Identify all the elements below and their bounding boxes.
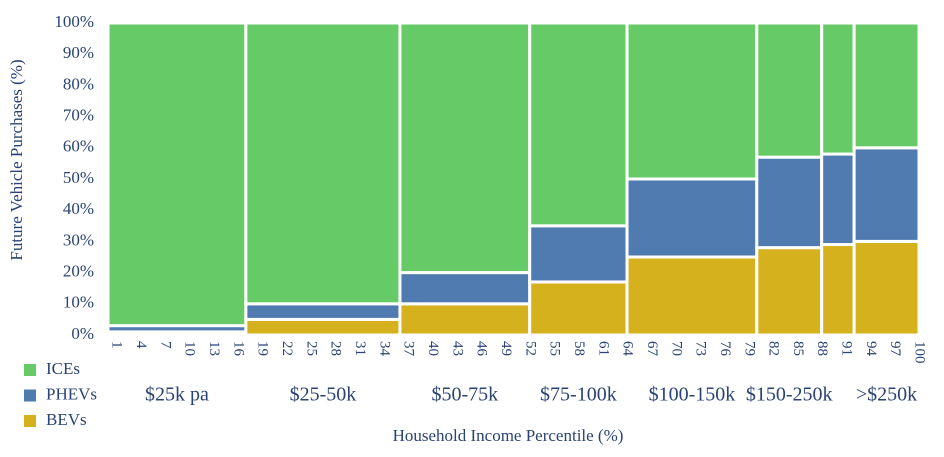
x-tick-label: 85 [790, 341, 806, 356]
segment [244, 21, 402, 306]
x-tick-label: 10 [182, 341, 198, 356]
segment [398, 302, 532, 337]
x-tick-label: 100 [912, 341, 928, 364]
x-tick-label: 64 [620, 341, 636, 357]
segment [852, 146, 921, 243]
x-tick-label: 4 [133, 341, 149, 349]
x-tick-label: 97 [887, 341, 903, 357]
segment [820, 21, 856, 156]
segment [852, 239, 921, 337]
x-tick-label: 88 [814, 341, 830, 356]
x-tick-label: 7 [157, 341, 173, 349]
x-tick-label: 19 [255, 341, 271, 356]
x-axis-label: Household Income Percentile (%) [393, 426, 624, 445]
segment [755, 246, 824, 337]
x-tick-label: 67 [644, 341, 660, 357]
x-tick-label: 58 [571, 341, 587, 356]
x-tick-label: 25 [303, 341, 319, 356]
y-tick-label: 10% [63, 293, 94, 312]
x-tick-label: 79 [741, 341, 757, 356]
segment [625, 255, 759, 337]
x-tick-label: 49 [498, 341, 514, 356]
legend-label: ICEs [46, 359, 80, 378]
y-tick-label: 80% [63, 74, 94, 93]
legend-swatch [24, 389, 36, 402]
group-label: $100-150k [649, 384, 736, 406]
y-tick-label: 0% [71, 324, 94, 343]
segment [398, 271, 532, 306]
x-tick-label: 52 [522, 341, 538, 356]
group-label: $25-50k [290, 384, 357, 406]
x-tick-label: 61 [595, 341, 611, 356]
legend-label: PHEVs [46, 384, 97, 403]
x-tick-label: 73 [693, 341, 709, 356]
x-tick-label: 43 [449, 341, 465, 356]
y-axis-label: Future Vehicle Purchases (%) [7, 59, 26, 260]
segment [244, 317, 402, 337]
y-tick-label: 70% [63, 106, 94, 125]
x-tick-label: 82 [766, 341, 782, 356]
x-tick-label: 76 [717, 341, 733, 357]
x-tick-label: 70 [668, 341, 684, 356]
segment [244, 302, 402, 321]
segment [755, 21, 824, 159]
group-label: >$250k [856, 384, 917, 406]
x-tick-label: 34 [376, 341, 392, 357]
group-label: $75-100k [540, 384, 617, 406]
x-tick-label: 13 [206, 341, 222, 356]
x-tick-label: 37 [401, 341, 417, 357]
segment [755, 155, 824, 250]
x-tick-label: 16 [230, 341, 246, 357]
y-tick-label: 100% [54, 12, 94, 31]
y-tick-label: 60% [63, 137, 94, 156]
legend-label: BEVs [46, 410, 87, 429]
y-tick-label: 90% [63, 43, 94, 62]
segment [852, 21, 921, 150]
segment [398, 21, 532, 275]
segment [528, 21, 629, 228]
y-tick-label: 30% [63, 230, 94, 249]
y-tick-label: 50% [63, 168, 94, 187]
x-tick-label: 94 [863, 341, 879, 357]
group-label: $150-250k [746, 384, 833, 406]
x-tick-label: 91 [839, 341, 855, 356]
segment [625, 21, 759, 181]
segment [528, 280, 629, 337]
x-tick-label: 31 [352, 341, 368, 356]
segment [528, 224, 629, 284]
segment [106, 21, 248, 328]
legend-swatch [24, 415, 36, 427]
x-tick-label: 1 [109, 341, 125, 349]
legend-swatch [24, 364, 36, 376]
segment [625, 177, 759, 259]
y-tick-label: 40% [63, 199, 94, 218]
x-tick-label: 46 [474, 341, 490, 357]
segment [820, 243, 856, 337]
x-tick-label: 22 [279, 341, 295, 356]
segment [820, 152, 856, 247]
x-tick-label: 40 [425, 341, 441, 356]
group-label: $25k pa [145, 384, 209, 406]
group-label: $50-75k [432, 384, 499, 406]
y-tick-label: 20% [63, 262, 94, 281]
x-tick-label: 55 [547, 341, 563, 356]
x-tick-label: 28 [328, 341, 344, 356]
